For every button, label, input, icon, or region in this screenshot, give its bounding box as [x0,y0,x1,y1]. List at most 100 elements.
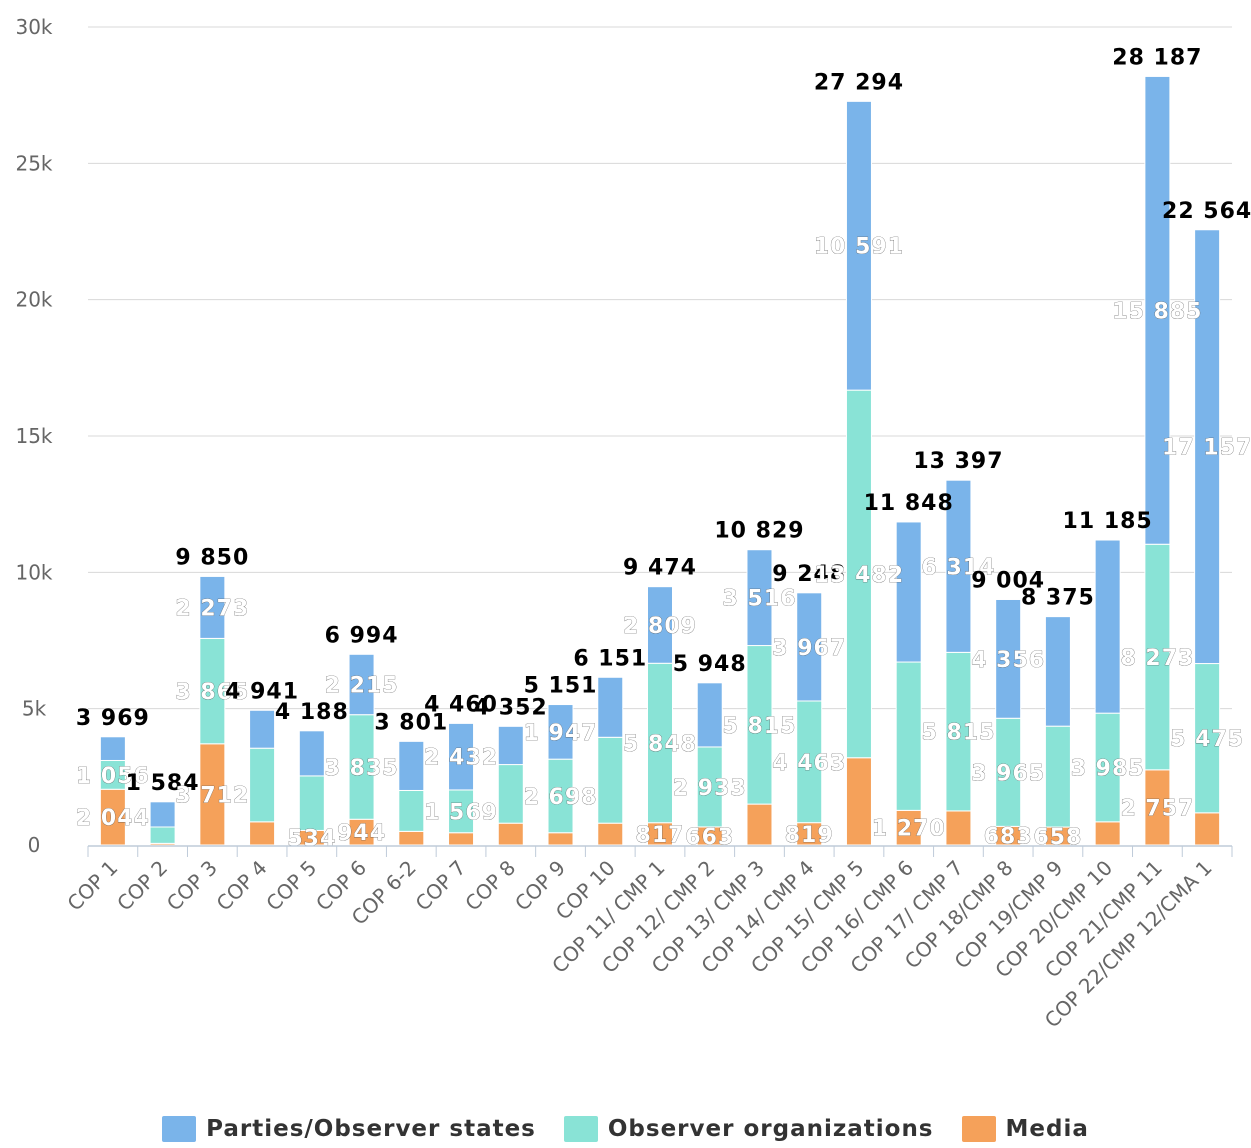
bar-segment-observer-organizations[interactable] [547,758,574,834]
legend-item-media[interactable]: Media [961,1116,1089,1142]
bar-segment-media[interactable] [945,810,972,846]
bar-segment-observer-organizations[interactable] [895,661,922,811]
bar-segment-observer-organizations[interactable] [796,700,823,824]
data-label-parties: 2 809 [623,614,697,639]
data-label-parties: 15 885 [1112,299,1202,324]
bar-segment-media[interactable] [1144,769,1171,846]
bar-segment-parties[interactable] [796,592,823,702]
bar-segment-media[interactable] [597,822,624,846]
bar-segment-observer-organizations[interactable] [746,645,773,805]
data-label-media: 944 [337,821,386,846]
bar-segment-observer-organizations[interactable] [249,747,276,823]
x-tick-label: COP 3 [162,856,222,916]
bar-segment-media[interactable] [746,803,773,846]
y-tick-label: 0 [28,833,41,857]
bar-segment-observer-organizations[interactable] [995,717,1022,827]
legend-label-media: Media [1005,1116,1089,1142]
bar-segment-observer-organizations[interactable] [398,789,425,832]
bar-segment-parties[interactable] [945,479,972,653]
data-label-observer-organizations: 1 056 [76,764,150,789]
y-tick-label: 30k [15,15,52,39]
y-tick-label: 25k [15,151,52,175]
bar-segment-parties[interactable] [597,676,624,738]
data-label-observer-organizations: 5 848 [623,732,697,757]
data-label-media: 1 270 [872,817,946,842]
bar-segment-media[interactable] [845,757,872,846]
bar-segment-media[interactable] [547,832,574,846]
bar-segment-observer-organizations[interactable] [497,764,524,824]
bar-segment-parties[interactable] [298,730,325,777]
y-tick-label: 20k [15,288,52,312]
data-label-parties: 2 273 [175,596,249,621]
data-label-observer-organizations: 3 835 [325,756,399,781]
data-label-media: 534 [287,827,336,852]
bar-segment-observer-organizations[interactable] [1044,725,1071,828]
bar-segment-observer-organizations[interactable] [99,759,126,790]
bar-segment-media[interactable] [448,832,475,846]
data-label-media: 817 [636,823,685,848]
bar-segment-parties[interactable] [448,722,475,791]
bar-segment-media[interactable] [348,818,375,846]
bar-segment-observer-organizations[interactable] [149,826,176,844]
data-label-parties: 10 591 [814,235,904,260]
data-label-observer-organizations: 13 482 [814,563,904,588]
bar-segment-parties[interactable] [149,801,176,828]
x-tick-label: COP 5 [261,856,321,916]
bar-segment-parties[interactable] [348,653,375,716]
total-label: 3 969 [76,706,150,731]
data-label-parties: 3 516 [723,587,797,612]
bar-segment-parties[interactable] [249,709,276,749]
data-label-parties: 4 356 [971,648,1045,673]
bar-segment-media[interactable] [497,822,524,846]
total-label: 4 941 [225,679,299,704]
total-label: 8 375 [1021,586,1095,611]
bar-segment-parties[interactable] [895,521,922,663]
data-label-observer-organizations: 5 815 [723,714,797,739]
bar-segment-observer-organizations[interactable] [1194,663,1221,814]
bar-segment-parties[interactable] [1194,229,1221,665]
bar-segment-observer-organizations[interactable] [298,775,325,831]
bar-segment-media[interactable] [1194,812,1221,846]
bar-segment-observer-organizations[interactable] [1144,543,1171,771]
bar-segment-parties[interactable] [547,704,574,760]
bar-segment-media[interactable] [398,830,425,846]
legend-label-parties: Parties/Observer states [206,1116,536,1142]
bar-segment-observer-organizations[interactable] [597,736,624,824]
data-label-media: 2 044 [76,806,150,831]
bar-segment-observer-organizations[interactable] [845,389,872,759]
bar-segment-observer-organizations[interactable] [348,714,375,820]
bar-segment-observer-organizations[interactable] [696,746,723,828]
bar-segment-media[interactable] [249,821,276,846]
total-label: 13 397 [913,449,1003,474]
bar-segment-parties[interactable] [99,736,126,761]
bar-segment-parties[interactable] [497,725,524,766]
bar-segment-parties[interactable] [1144,75,1171,545]
data-label-observer-organizations: 4 463 [772,751,846,776]
data-label-observer-organizations: 5 475 [1170,727,1244,752]
data-label-parties: 2 215 [325,673,399,698]
data-label-parties: 17 157 [1162,436,1251,461]
bar-segment-parties[interactable] [199,575,226,639]
bar-segment-parties[interactable] [845,100,872,391]
bar-segment-parties[interactable] [1094,539,1121,714]
data-label-observer-organizations: 2 698 [524,785,598,810]
legend-item-parties[interactable]: Parties/Observer states [162,1116,536,1142]
bar-segment-observer-organizations[interactable] [647,662,673,824]
legend-swatch-observer-organizations [563,1116,598,1142]
bar-segment-parties[interactable] [696,682,723,748]
total-label: 4 460 [424,692,498,717]
data-label-parties: 3 967 [772,636,846,661]
bar-segment-parties[interactable] [1044,616,1071,727]
legend-swatch-parties [162,1116,197,1142]
bar-segment-observer-organizations[interactable] [448,789,475,834]
bar-segment-parties[interactable] [995,598,1022,719]
bar-segment-parties[interactable] [746,549,773,647]
total-label: 9 474 [623,556,697,581]
bar-segment-observer-organizations[interactable] [945,651,972,812]
total-label: 22 564 [1162,199,1251,224]
data-label-observer-organizations: 3 865 [175,680,249,705]
legend-item-observer-organizations[interactable]: Observer organizations [563,1116,934,1142]
bar-segment-parties[interactable] [398,740,425,791]
bar-segment-parties[interactable] [647,586,673,664]
bar-segment-media[interactable] [1094,821,1121,846]
